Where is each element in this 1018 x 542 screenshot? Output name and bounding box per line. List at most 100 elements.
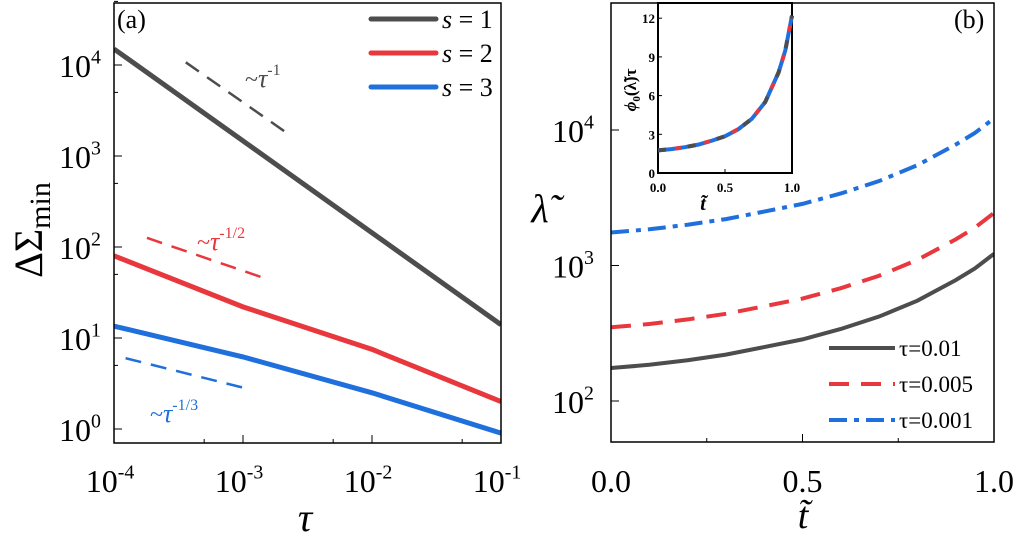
- slope-guide-line: [146, 236, 267, 280]
- tick-exponent: -1: [505, 462, 522, 484]
- tick-exponent: 0: [91, 411, 101, 433]
- inset-x-tick-label: 1.0: [784, 180, 800, 195]
- tick-base: 10: [552, 249, 584, 285]
- legend-label: s = 2: [442, 39, 493, 68]
- tick-exponent: -4: [118, 462, 135, 484]
- inset-x-axis-label: t̃: [700, 193, 709, 215]
- tick-base: 10: [552, 113, 584, 149]
- series-group: [611, 116, 994, 371]
- tick-base: 10: [344, 463, 376, 499]
- phi: ϕ: [621, 101, 640, 111]
- legend-var: s: [442, 5, 452, 34]
- tilde: ~: [197, 230, 210, 256]
- tick-exponent: -3: [247, 462, 264, 484]
- rest: (λ̃)τ: [621, 68, 640, 96]
- tau-symbol: τ: [258, 64, 269, 93]
- inset-y-tick-label: 9: [649, 50, 656, 65]
- tick-base: 10: [86, 463, 118, 499]
- legend-label: τ=0.01: [899, 336, 961, 361]
- x-tick-label: 10-4: [86, 462, 135, 499]
- x-tick-label: 1.0: [974, 463, 1014, 499]
- tick-exponent: 3: [91, 138, 101, 160]
- plot-frame: [113, 2, 502, 444]
- tick-exponent: 1: [91, 320, 101, 342]
- slope-annotation: ~τ-1/2: [197, 225, 245, 256]
- series-line-s1: [114, 46, 501, 327]
- slope-guide-line: [125, 356, 247, 390]
- tick-base: 10: [59, 412, 91, 448]
- tick-base: 10: [473, 463, 505, 499]
- series-group: [114, 46, 501, 436]
- legend-value: = 3: [452, 73, 493, 102]
- exponent: -1/3: [172, 397, 198, 414]
- tick-exponent: -2: [376, 462, 393, 484]
- y-tick-label: 102: [552, 383, 594, 420]
- inset-x-tick-label: 0.5: [717, 180, 734, 195]
- tick-exponent: 3: [584, 247, 594, 269]
- tick-base: 10: [59, 139, 91, 175]
- y-axis-label: λ̃: [530, 186, 564, 231]
- inset-y-tick-label: 3: [649, 127, 656, 142]
- legend: τ=0.01 τ=0.005 τ=0.001: [829, 336, 973, 433]
- tick-base: 10: [59, 321, 91, 357]
- panel-b: 0.0 0.5 1.0 t̃ λ̃ (b) τ=0.01 τ=0.005 τ=0.001: [530, 2, 1014, 537]
- inset-series-line: [657, 15, 794, 153]
- series-line-dashed: [611, 211, 994, 330]
- y-label-subscript: min: [24, 182, 57, 229]
- legend-var: s: [442, 39, 452, 68]
- y-tick-label: 103: [59, 138, 101, 175]
- inset-x-tick-label: 0.0: [650, 180, 666, 195]
- x-tick-label: 10-2: [344, 462, 393, 499]
- panel-label: (a): [117, 5, 146, 34]
- y-axis-label: ΔΣmin: [6, 182, 57, 278]
- legend-label: s = 3: [442, 73, 493, 102]
- tick-base: 10: [552, 384, 584, 420]
- x-tick-label: 10-1: [473, 462, 522, 499]
- tick-base: 10: [59, 230, 91, 266]
- tick-base: 10: [59, 48, 91, 84]
- legend-value: = 2: [452, 39, 493, 68]
- tilde: ~: [245, 67, 258, 93]
- y-tick-label: 100: [59, 411, 101, 448]
- exponent: -1: [267, 62, 280, 79]
- inset-y-tick-label: 12: [642, 11, 655, 26]
- series-line-s2: [114, 253, 501, 404]
- slope-annotation: ~τ-1: [245, 62, 281, 93]
- inset-y-tick-label: 6: [649, 89, 656, 104]
- y-label-main: ΔΣ: [6, 229, 51, 278]
- legend: s = 1s = 2s = 3: [368, 5, 493, 102]
- tick-exponent: 2: [91, 229, 101, 251]
- legend-label: τ=0.001: [899, 408, 973, 433]
- x-tick-label: 10-3: [215, 462, 264, 499]
- legend-label: s = 1: [442, 5, 493, 34]
- y-tick-label: 104: [59, 47, 101, 84]
- slope-annotation: ~τ-1/3: [150, 397, 198, 428]
- x-tick-label: 0.0: [591, 463, 631, 499]
- series-line-s3: [114, 323, 501, 436]
- series-line-dashdot: [611, 116, 994, 235]
- inset-y-tick-label: 0: [649, 166, 656, 181]
- tick-exponent: 4: [91, 47, 101, 69]
- y-tick-label: 104: [552, 112, 594, 149]
- legend-value: = 1: [452, 5, 493, 34]
- tick-exponent: 2: [584, 383, 594, 405]
- inset-y-axis-label: ϕ0(λ̃)τ: [621, 68, 643, 111]
- x-axis-label: t̃: [798, 495, 814, 537]
- exponent: -1/2: [219, 225, 245, 242]
- tick-base: 10: [215, 463, 247, 499]
- y-tick-label: 102: [59, 229, 101, 266]
- panel-label: (b): [954, 5, 984, 34]
- y-tick-label: 101: [59, 320, 101, 357]
- y-tick-label: 103: [552, 247, 594, 284]
- tau-symbol: τ: [163, 399, 174, 428]
- tick-exponent: 4: [584, 112, 594, 134]
- tau-symbol: τ: [210, 227, 221, 256]
- tilde: ~: [150, 402, 163, 428]
- subscript: 0: [631, 96, 643, 102]
- legend-label: τ=0.005: [899, 372, 973, 397]
- slope-guide-line: [185, 61, 288, 135]
- series-line-solid: [611, 252, 994, 371]
- legend-var: s: [442, 73, 452, 102]
